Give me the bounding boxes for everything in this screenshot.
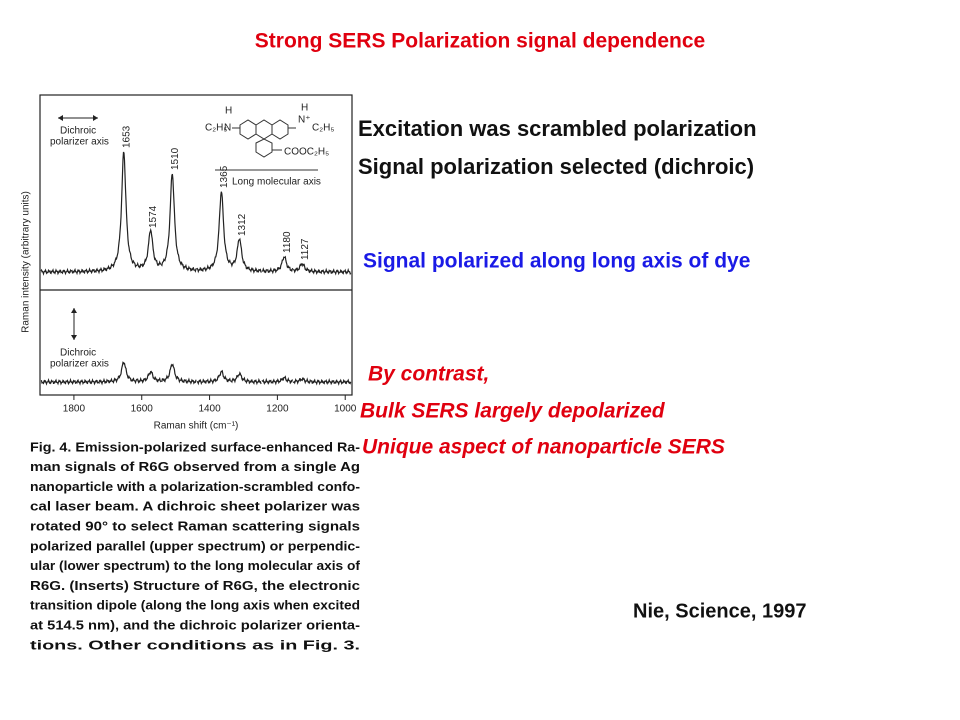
chem-label: N — [224, 123, 231, 134]
chem-label: H — [301, 103, 308, 114]
x-tick-label: 1800 — [63, 404, 86, 415]
peak-label: 1365 — [219, 165, 230, 188]
spectrum-peak — [136, 370, 162, 384]
caption-line: polarized parallel (upper spectrum) or p… — [30, 539, 360, 553]
peak-label: 1312 — [237, 213, 248, 236]
peak-label: 1127 — [300, 238, 311, 260]
molecule — [215, 119, 318, 171]
spectrum-peak — [160, 173, 197, 273]
caption-line: R6G. (Inserts) Structure of R6G, the ele… — [30, 579, 360, 593]
insert-label: polarizer axis — [50, 137, 109, 148]
spectrum-peak — [40, 151, 138, 276]
spectrum-peak — [136, 227, 162, 269]
peak-label: 1180 — [282, 231, 293, 253]
citation: Nie, Science, 1997 — [633, 600, 806, 622]
x-tick-label: 1600 — [131, 404, 154, 415]
contrast: By contrast, — [368, 363, 489, 386]
caption-line: nanoparticle with a polarization-scrambl… — [30, 480, 360, 494]
insert-label: Dichroic — [60, 126, 96, 137]
spectrum-peak — [161, 363, 197, 385]
caption-line: man signals of R6G observed from a singl… — [30, 460, 360, 474]
spectrum-peak — [230, 237, 262, 275]
x-tick-label: 1400 — [198, 404, 221, 415]
caption-line: tions. Other conditions as in Fig. 3. — [30, 638, 360, 652]
spectrum-peak — [292, 377, 352, 386]
x-tick-label: 1000 — [334, 404, 357, 415]
spectrum-peak — [40, 361, 138, 386]
note: Signal polarization selected (dichroic) — [358, 154, 754, 179]
chem-label: C₂H₅ — [205, 123, 227, 134]
peak-label: 1653 — [121, 125, 132, 148]
insert-label: Long molecular axis — [232, 177, 321, 188]
x-tick-label: 1200 — [266, 404, 289, 415]
caption-line: transition dipole (along the long axis w… — [30, 599, 360, 613]
contrast: Unique aspect of nanoparticle SERS — [362, 436, 725, 459]
plot-frame — [39, 94, 353, 396]
x-axis-label: Raman shift (cm⁻¹) — [154, 421, 239, 432]
peak-label: 1574 — [148, 205, 159, 228]
chem-label: C₂H₅ — [312, 123, 334, 134]
chem-label: COOC₂H₅ — [284, 147, 329, 158]
spectrum-peak — [196, 369, 231, 386]
contrast: Bulk SERS largely depolarized — [360, 400, 666, 423]
y-axis-label: Raman intensity (arbitrary units) — [21, 191, 32, 333]
figure: 1800 1600 1400 1200 1000 Raman shift (cm⁻¹) Ra… — [21, 94, 361, 652]
caption-line: cal laser beam. A dichroic sheet polariz… — [30, 500, 360, 514]
spectrum-peak — [261, 375, 293, 386]
insert-label: polarizer axis — [50, 359, 109, 370]
highlight: Signal polarized along long axis of dye — [363, 250, 750, 273]
note: Excitation was scrambled polarization — [358, 116, 757, 141]
chem-label: H — [225, 106, 232, 117]
spectrum-peak — [261, 255, 294, 275]
caption-line: Fig. 4. Emission-polarized surface-enhan… — [30, 440, 360, 454]
caption-line: rotated 90° to select Raman scattering s… — [30, 519, 360, 533]
spectrum-peak — [196, 191, 231, 274]
insert-label: Dichroic — [60, 348, 96, 359]
slide-title: Strong SERS Polarization signal dependen… — [255, 30, 705, 53]
spectrum-peak — [292, 262, 352, 276]
peak-label: 1510 — [170, 147, 181, 170]
caption-line: ular (lower spectrum) to the long molecu… — [30, 559, 361, 573]
spectrum-peak — [230, 371, 262, 386]
chem-label: N⁺ — [298, 115, 311, 126]
caption-line: at 514.5 nm), and the dichroic polarizer… — [30, 618, 360, 632]
